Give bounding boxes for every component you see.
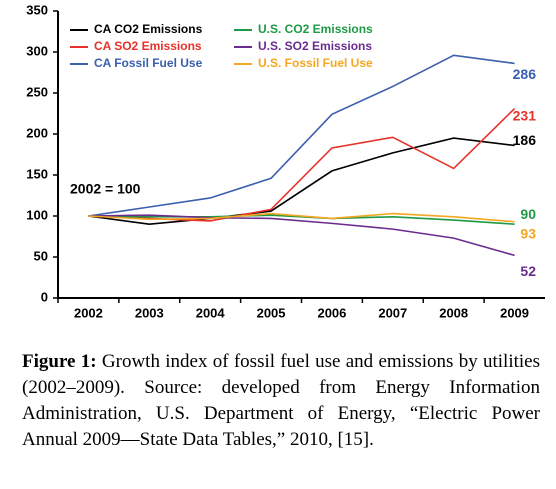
y-tick-label: 150 bbox=[26, 166, 48, 181]
x-tick-label: 2006 bbox=[317, 305, 346, 320]
x-tick-label: 2008 bbox=[439, 305, 468, 320]
series-line bbox=[88, 54, 515, 217]
value-label: 186 bbox=[513, 132, 537, 148]
chart: 2002 = 100 0 50 100 150 200 250 300 350 2002 2003… bbox=[26, 2, 545, 320]
y-tick-label: 0 bbox=[41, 289, 48, 304]
legend-label: U.S. SO2 Emissions bbox=[258, 39, 372, 53]
legend-label: CA CO2 Emissions bbox=[94, 22, 203, 36]
y-tick-label: 350 bbox=[26, 2, 48, 17]
value-label: 231 bbox=[513, 107, 537, 123]
x-tick-label: 2003 bbox=[135, 305, 164, 320]
series-line bbox=[88, 214, 515, 225]
x-tick-label: 2007 bbox=[378, 305, 407, 320]
series-line bbox=[88, 108, 516, 222]
legend-label: CA Fossil Fuel Use bbox=[94, 56, 203, 70]
legend-label: CA SO2 Emissions bbox=[94, 39, 202, 53]
annotation: 2002 = 100 bbox=[70, 181, 141, 197]
caption-text: Growth index of fossil fuel use and emis… bbox=[22, 351, 540, 450]
legend-label: U.S. CO2 Emissions bbox=[258, 22, 373, 36]
y-tick-label: 50 bbox=[34, 248, 48, 263]
y-tick-label: 300 bbox=[26, 43, 48, 58]
legend-label: U.S. Fossil Fuel Use bbox=[258, 56, 373, 70]
y-tick-label: 200 bbox=[26, 125, 48, 140]
y-tick-label: 250 bbox=[26, 84, 48, 99]
x-tick-label: 2009 bbox=[500, 305, 529, 320]
x-tick-label: 2004 bbox=[196, 305, 226, 320]
series-line bbox=[88, 212, 515, 223]
caption-label: Figure 1: bbox=[22, 351, 97, 372]
caption: Figure 1: Growth index of fossil fuel us… bbox=[22, 349, 540, 453]
x-tick-label: 2005 bbox=[257, 305, 286, 320]
x-tick-label: 2002 bbox=[74, 305, 103, 320]
value-label: 52 bbox=[520, 263, 536, 279]
value-label: 90 bbox=[520, 206, 536, 222]
value-label: 93 bbox=[520, 225, 536, 241]
value-label: 286 bbox=[513, 66, 537, 82]
y-tick-label: 100 bbox=[26, 207, 48, 222]
series-line bbox=[88, 214, 515, 257]
series-line bbox=[88, 137, 515, 226]
